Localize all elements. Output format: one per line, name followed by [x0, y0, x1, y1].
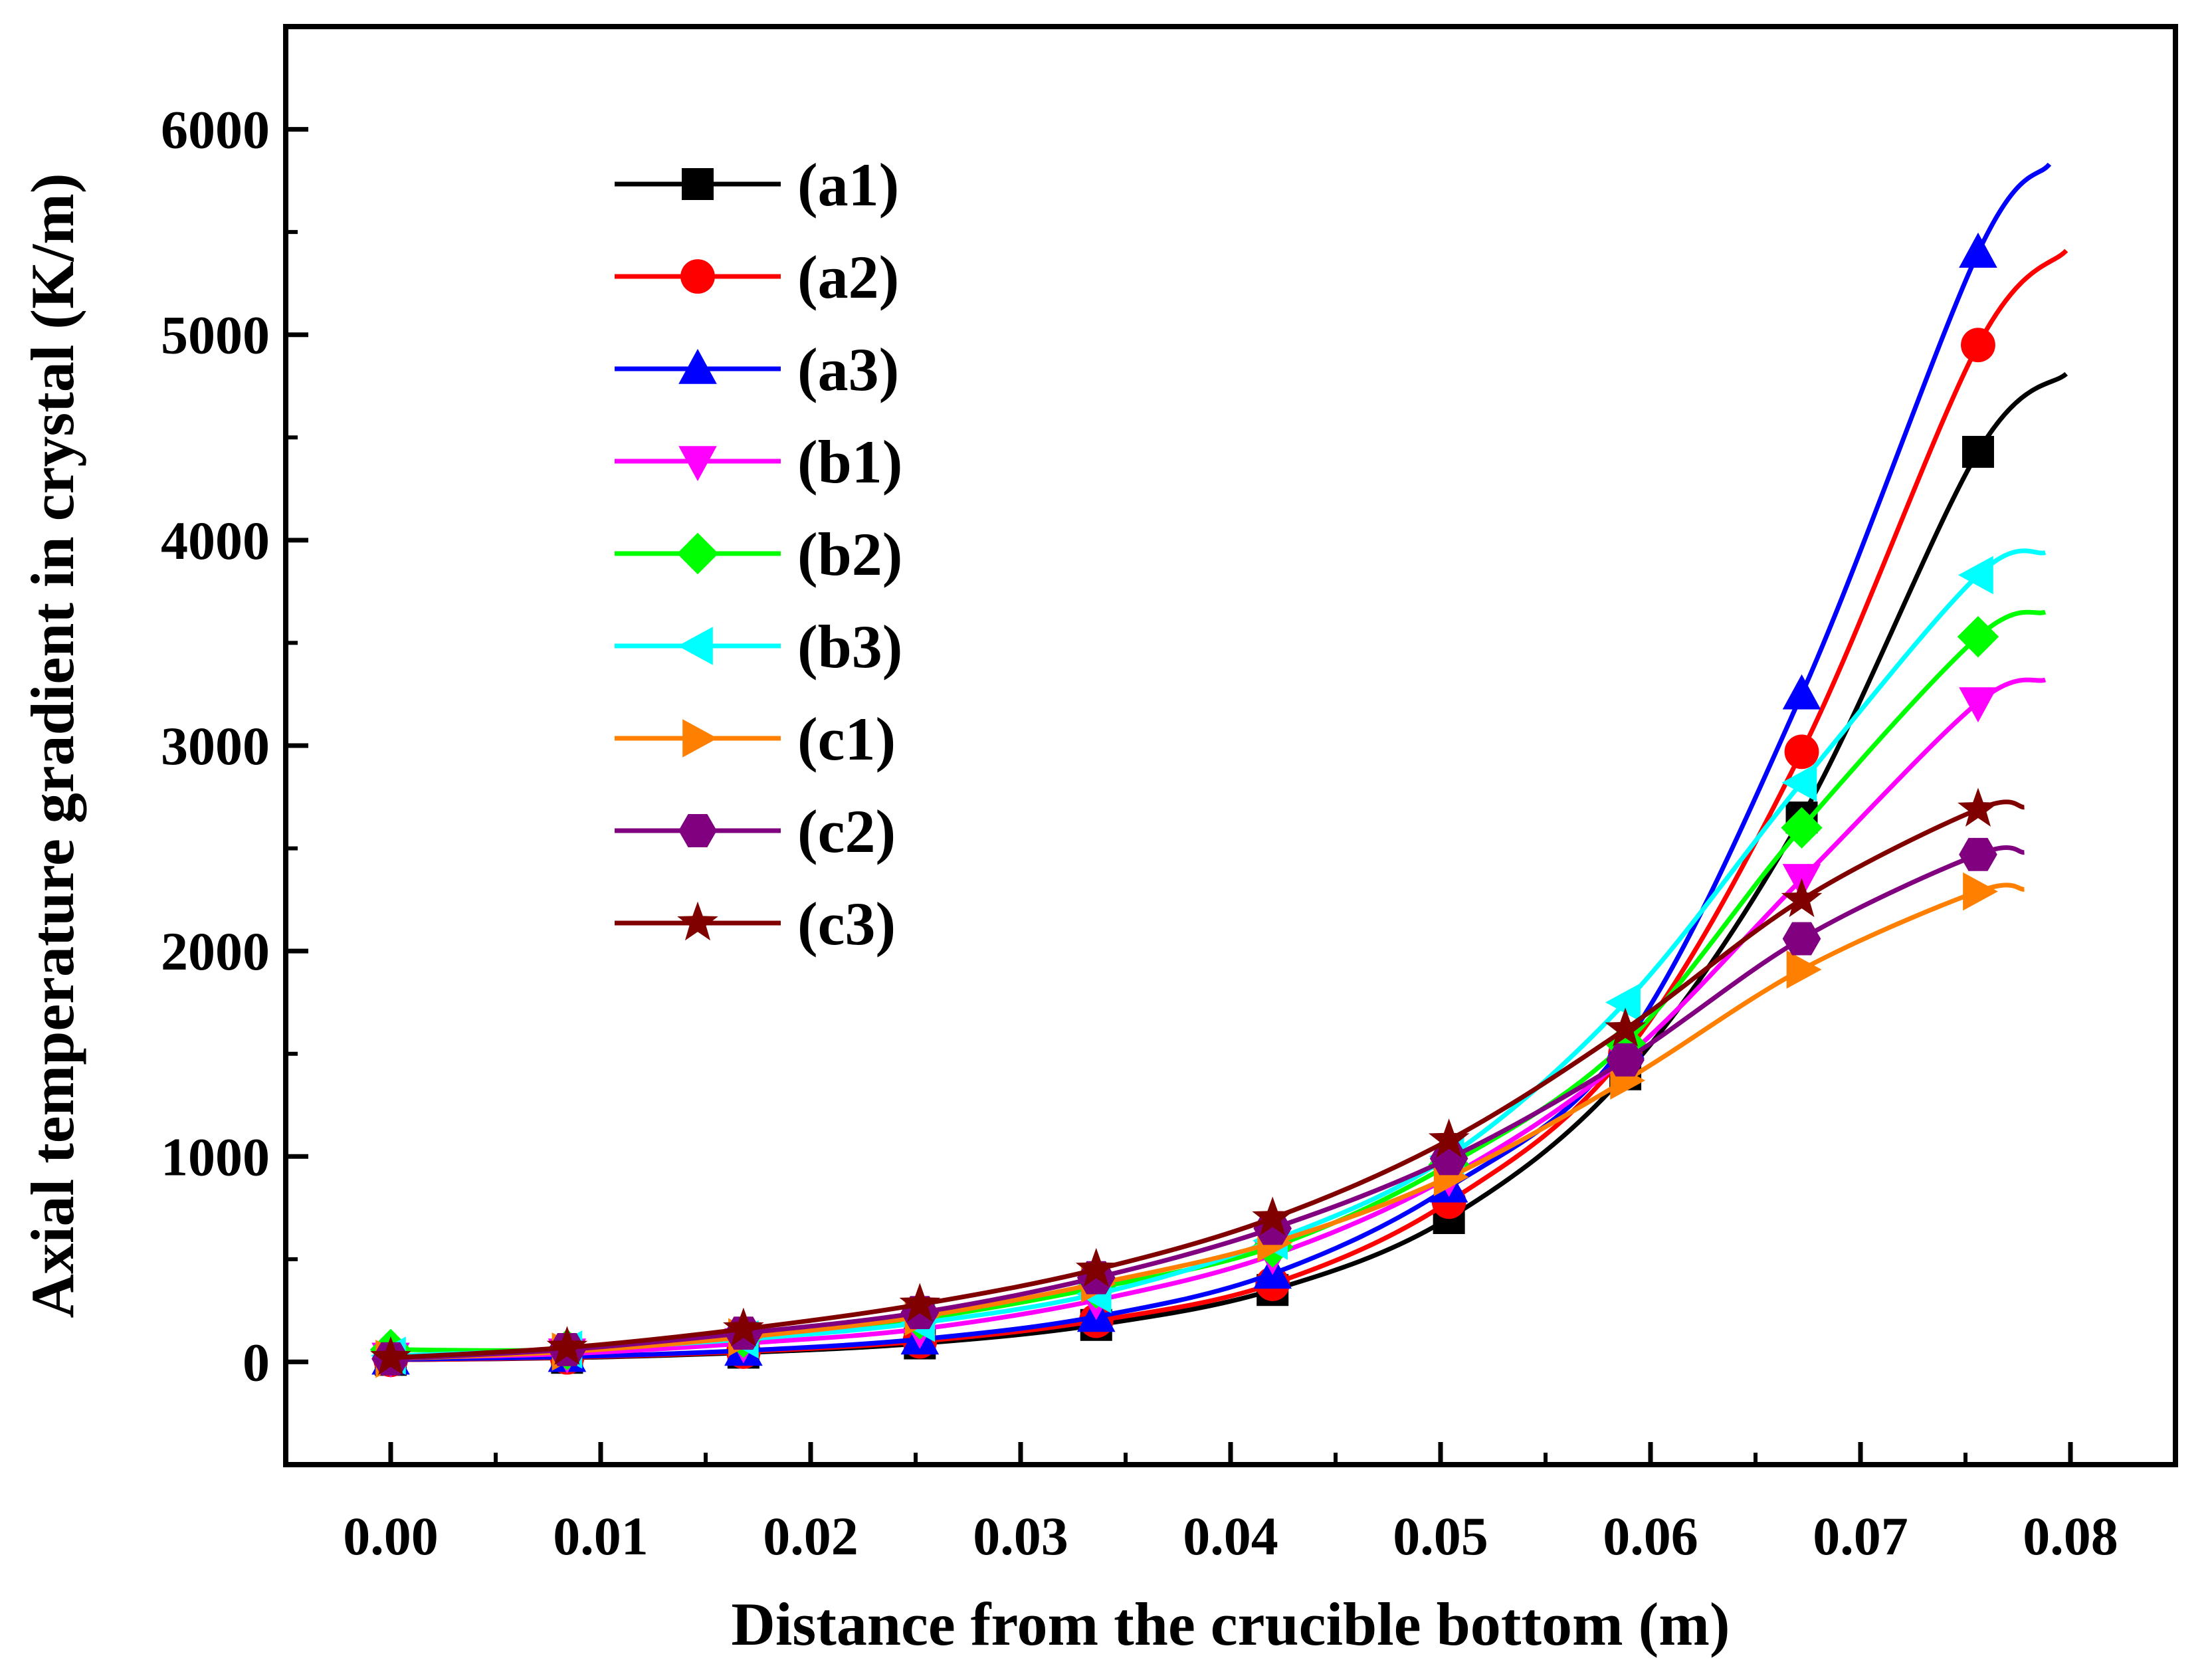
x-tick-label: 0.08: [2023, 1506, 2118, 1566]
data-point-b1: [1959, 687, 1997, 723]
series-c3: [370, 787, 2025, 1376]
y-tick-label: 3000: [161, 716, 270, 776]
series-b2: [369, 609, 2047, 1371]
x-tick-label: 0.03: [973, 1506, 1068, 1566]
x-tick-label: 0.07: [1813, 1506, 1908, 1566]
y-tick-label: 4000: [161, 510, 270, 571]
data-point-c3: [546, 1326, 588, 1366]
data-point-a3: [1782, 674, 1821, 710]
data-point-c3: [899, 1283, 941, 1322]
data-point-c3: [1781, 878, 1823, 918]
data-point-c2: [1959, 837, 1997, 871]
x-axis-title: Distance from the crucible bottom (m): [731, 1590, 1730, 1658]
data-point-c3: [723, 1307, 764, 1347]
series-line-a3: [390, 162, 2052, 1362]
x-tick-label: 0.05: [1393, 1506, 1488, 1566]
legend-label-c2: (c2): [797, 797, 896, 865]
legend-label-c3: (c3): [797, 890, 896, 958]
data-point-b2: [1781, 807, 1823, 849]
legend-marker-c1: [682, 719, 718, 758]
legend-label-a2: (a2): [797, 243, 899, 311]
series-layer: [369, 162, 2068, 1378]
legend-item-c2: (c2): [615, 797, 896, 865]
data-point-c3: [1075, 1247, 1117, 1287]
legend-label-a1: (a1): [797, 151, 899, 219]
data-point-b3: [1605, 983, 1641, 1022]
x-tick-label: 0.04: [1183, 1506, 1278, 1566]
data-point-a1: [1961, 435, 1994, 468]
legend-marker-c3: [677, 901, 718, 941]
legend-marker-a3: [678, 349, 717, 384]
data-point-b3: [1781, 763, 1817, 802]
legend-label-b3: (b3): [797, 613, 902, 680]
legend-item-c3: (c3): [615, 890, 896, 958]
data-point-a2: [1784, 734, 1819, 770]
data-point-c3: [370, 1336, 411, 1376]
x-tick-label: 0.02: [763, 1506, 858, 1566]
legend-marker-b1: [678, 446, 717, 481]
series-line-c1: [390, 883, 2025, 1362]
data-point-c1: [1786, 950, 1822, 989]
data-point-c3: [1428, 1118, 1470, 1158]
legend-item-a2: (a2): [615, 243, 899, 311]
data-point-b3: [1958, 556, 1993, 595]
legend-item-c1: (c1): [615, 705, 896, 773]
y-tick-label: 2000: [161, 921, 270, 982]
legend-label-b1: (b1): [797, 428, 902, 496]
legend-marker-c2: [678, 814, 717, 847]
y-tick-label: 5000: [161, 305, 270, 365]
legend-item-b1: (b1): [615, 428, 902, 496]
data-point-c1: [1963, 872, 1998, 911]
axis-tick-labels: 0.00 0.01 0.02 0.03 0.04 0.05 0.06 0.07 0.08 0 100…: [161, 100, 2118, 1566]
legend-marker-b3: [678, 627, 713, 665]
legend-item-a3: (a3): [615, 336, 899, 403]
data-point-c3: [1605, 1007, 1646, 1047]
data-point-b2: [1957, 615, 1999, 658]
legend-marker-a1: [682, 168, 714, 200]
y-tick-label: 6000: [161, 100, 270, 160]
axis-ticks: [286, 127, 2073, 1465]
plot-area: [283, 24, 2178, 1467]
legend-marker-a2: [680, 259, 715, 294]
legend: (a1) (a2) (a3) (b1) (b2) (b3) (c1) (c2) (c3): [615, 151, 902, 958]
data-point-c2: [1606, 1043, 1645, 1077]
legend-item-b3: (b3): [615, 613, 902, 680]
legend-marker-b2: [676, 532, 719, 575]
y-axis-title: Axial temperature gradient in crystal (K…: [19, 173, 86, 1318]
y-tick-label: 1000: [161, 1126, 270, 1187]
data-point-c3: [1252, 1196, 1294, 1236]
legend-item-b2: (b2): [615, 520, 902, 588]
x-tick-label: 0.01: [553, 1506, 649, 1566]
series-a3: [371, 162, 2052, 1375]
y-tick-label: 0: [243, 1332, 270, 1392]
x-tick-label: 0.00: [343, 1506, 439, 1566]
legend-label-c1: (c1): [797, 705, 896, 773]
legend-label-b2: (b2): [797, 520, 902, 588]
legend-item-a1: (a1): [615, 151, 899, 219]
x-tick-label: 0.06: [1603, 1506, 1698, 1566]
data-point-a3: [1959, 233, 1997, 268]
plot-border: [283, 24, 2178, 1467]
data-point-c2: [1782, 922, 1821, 956]
data-point-c3: [1958, 787, 1999, 827]
data-point-a2: [1961, 328, 1995, 363]
legend-label-a3: (a3): [797, 336, 899, 403]
